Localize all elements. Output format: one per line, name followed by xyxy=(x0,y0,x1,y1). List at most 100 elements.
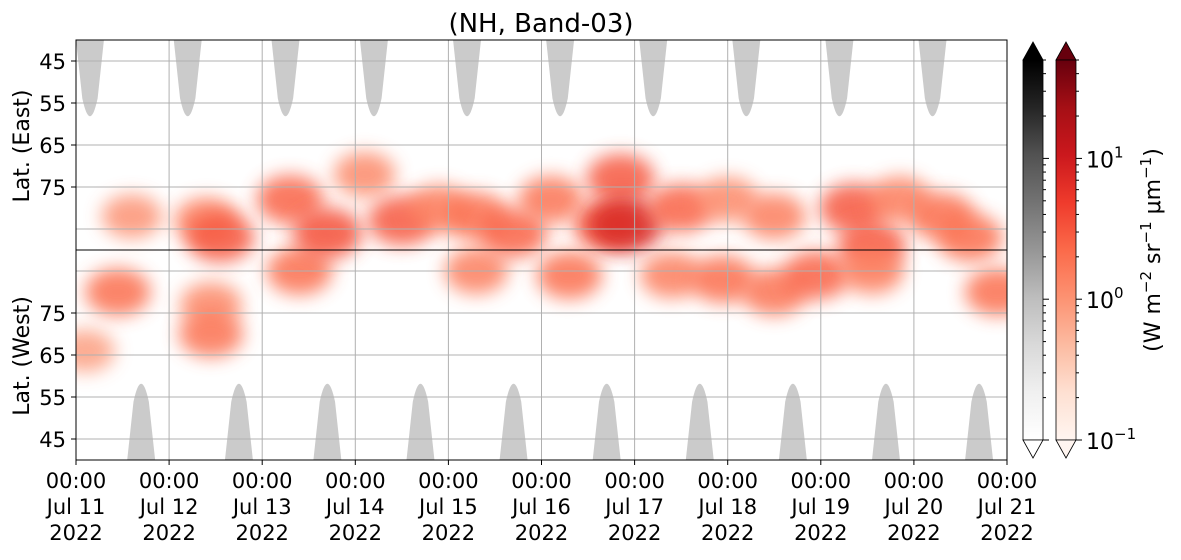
x-tick-label-line: 2022 xyxy=(49,521,102,545)
y-tick-label-east-2: 65 xyxy=(39,134,66,158)
colorbar-label-a-sup: −2 xyxy=(1137,271,1155,293)
colorbar-red-extend-top xyxy=(1055,41,1077,61)
x-tick-label-line: 00:00 xyxy=(46,469,107,493)
y-tick-label-west-3: 45 xyxy=(39,428,66,452)
x-tick-label-10: 00:00 Jul 21 2022 xyxy=(976,469,1038,545)
y-tick-label-west-0: 75 xyxy=(39,302,66,326)
radiance-blob-10 xyxy=(333,152,396,197)
x-tick-label-line: 2022 xyxy=(701,521,754,545)
x-tick-label-1: 00:00 Jul 12 2022 xyxy=(138,469,200,545)
x-tick-label-line: Jul 20 xyxy=(883,495,944,519)
night-region-west-8 xyxy=(872,383,900,460)
radiance-blob-16 xyxy=(518,176,584,224)
radiance-blob-34 xyxy=(965,268,1007,316)
x-tick-label-5: 00:00 Jul 16 2022 xyxy=(510,469,572,545)
radiance-blob-9 xyxy=(292,208,362,259)
x-tick-label-line: 00:00 xyxy=(884,469,945,493)
night-region-west-1 xyxy=(224,383,253,460)
x-tick-label-line: Jul 14 xyxy=(324,495,385,519)
x-tick-label-4: 00:00 Jul 15 2022 xyxy=(417,469,479,545)
x-tick-label-line: Jul 17 xyxy=(603,495,664,519)
colorbar-tick-base: 10 xyxy=(1086,148,1114,173)
colorbar-label: (W m−2 sr−1 μm−1) xyxy=(1137,148,1166,352)
x-tick-label-line: 00:00 xyxy=(977,469,1038,493)
x-tick-label-line: 00:00 xyxy=(232,469,293,493)
x-tick-label-line: 2022 xyxy=(142,521,195,545)
x-tick-label-line: 00:00 xyxy=(325,469,386,493)
x-tick-label-line: 2022 xyxy=(235,521,288,545)
radiance-blob-2 xyxy=(101,194,163,239)
x-tick-label-line: 2022 xyxy=(515,521,568,545)
radiance-blob-25 xyxy=(742,193,806,240)
radiance-blob-6 xyxy=(178,310,244,358)
y-tick-label-east-3: 75 xyxy=(39,176,66,200)
x-tick-label-9: 00:00 Jul 20 2022 xyxy=(883,469,945,545)
night-region-west-5 xyxy=(592,383,621,460)
colorbar-tick-label-0: 101 xyxy=(1086,143,1124,173)
plot-area xyxy=(75,39,1008,461)
night-region-west-7 xyxy=(778,383,807,460)
colorbar-gray-extend-bottom xyxy=(1022,439,1044,459)
x-tick-label-6: 00:00 Jul 17 2022 xyxy=(603,469,665,545)
x-tick-label-3: 00:00 Jul 14 2022 xyxy=(324,469,386,545)
colorbar-tick-exp: −1 xyxy=(1114,425,1136,443)
x-tick-label-line: 00:00 xyxy=(791,469,852,493)
colorbar-label-b: sr xyxy=(1141,242,1166,270)
x-tick-label-line: Jul 16 xyxy=(510,495,571,519)
y-label-east: Lat. (East) xyxy=(10,90,35,203)
colorbar-gray-extend-top xyxy=(1022,41,1044,61)
colorbar-label-a: (W m xyxy=(1141,293,1166,352)
chart-title: (NH, Band-03) xyxy=(448,9,633,39)
night-region-east-6 xyxy=(639,40,668,117)
colorbar-tick-base: 10 xyxy=(1086,289,1114,314)
night-region-east-1 xyxy=(173,40,202,117)
night-region-east-4 xyxy=(453,40,481,117)
colorbar-tick-exp: 0 xyxy=(1114,284,1124,302)
colorbar-tick-base: 10 xyxy=(1086,430,1114,455)
night-region-west-4 xyxy=(499,383,528,460)
y-tick-label-east-0: 45 xyxy=(39,50,66,74)
radiance-blob-5 xyxy=(186,212,255,263)
y-label-west: Lat. (West) xyxy=(10,296,35,416)
radiance-blob-23 xyxy=(690,255,756,304)
radiance-blob-27 xyxy=(782,250,850,300)
x-tick-label-line: 00:00 xyxy=(604,469,665,493)
colorbar-label-d: ) xyxy=(1141,148,1166,157)
night-region-west-0 xyxy=(127,383,156,460)
night-region-east-0 xyxy=(76,40,104,117)
night-region-west-6 xyxy=(685,383,714,460)
x-tick-label-line: 00:00 xyxy=(139,469,200,493)
x-tick-label-line: Jul 11 xyxy=(45,495,106,519)
colorbar-tick-label-2: 10−1 xyxy=(1086,425,1136,455)
night-region-east-3 xyxy=(359,40,388,117)
night-region-east-8 xyxy=(825,40,854,117)
radiance-blob-33 xyxy=(937,213,1003,262)
x-tick-label-0: 00:00 Jul 11 2022 xyxy=(45,469,107,545)
night-region-east-5 xyxy=(546,40,575,117)
night-region-west-2 xyxy=(313,383,342,460)
colorbar-tick-label-1: 100 xyxy=(1086,284,1124,314)
colorbar-gray-bar xyxy=(1022,59,1044,441)
radiance-blob-15 xyxy=(480,208,547,258)
colorbar-label-c-sup: −1 xyxy=(1137,157,1155,179)
x-tick-label-line: Jul 21 xyxy=(976,495,1037,519)
night-region-west-3 xyxy=(406,383,435,460)
x-tick-label-line: Jul 15 xyxy=(417,495,478,519)
x-tick-label-line: Jul 13 xyxy=(231,495,292,519)
night-region-west-9 xyxy=(965,383,994,460)
radiance-blob-20 xyxy=(587,197,663,253)
night-region-east-9 xyxy=(918,40,947,117)
colorbar-tick-exp: 1 xyxy=(1114,143,1124,161)
x-tick-label-line: 2022 xyxy=(608,521,661,545)
colorbar-red-extend-bottom xyxy=(1055,439,1077,459)
x-tick-label-8: 00:00 Jul 19 2022 xyxy=(789,469,851,545)
x-tick-label-line: 00:00 xyxy=(418,469,479,493)
x-tick-label-line: Jul 19 xyxy=(789,495,850,519)
x-tick-label-7: 00:00 Jul 18 2022 xyxy=(696,469,758,545)
y-tick-label-east-1: 55 xyxy=(39,92,66,116)
radiance-blob-1 xyxy=(85,268,151,316)
